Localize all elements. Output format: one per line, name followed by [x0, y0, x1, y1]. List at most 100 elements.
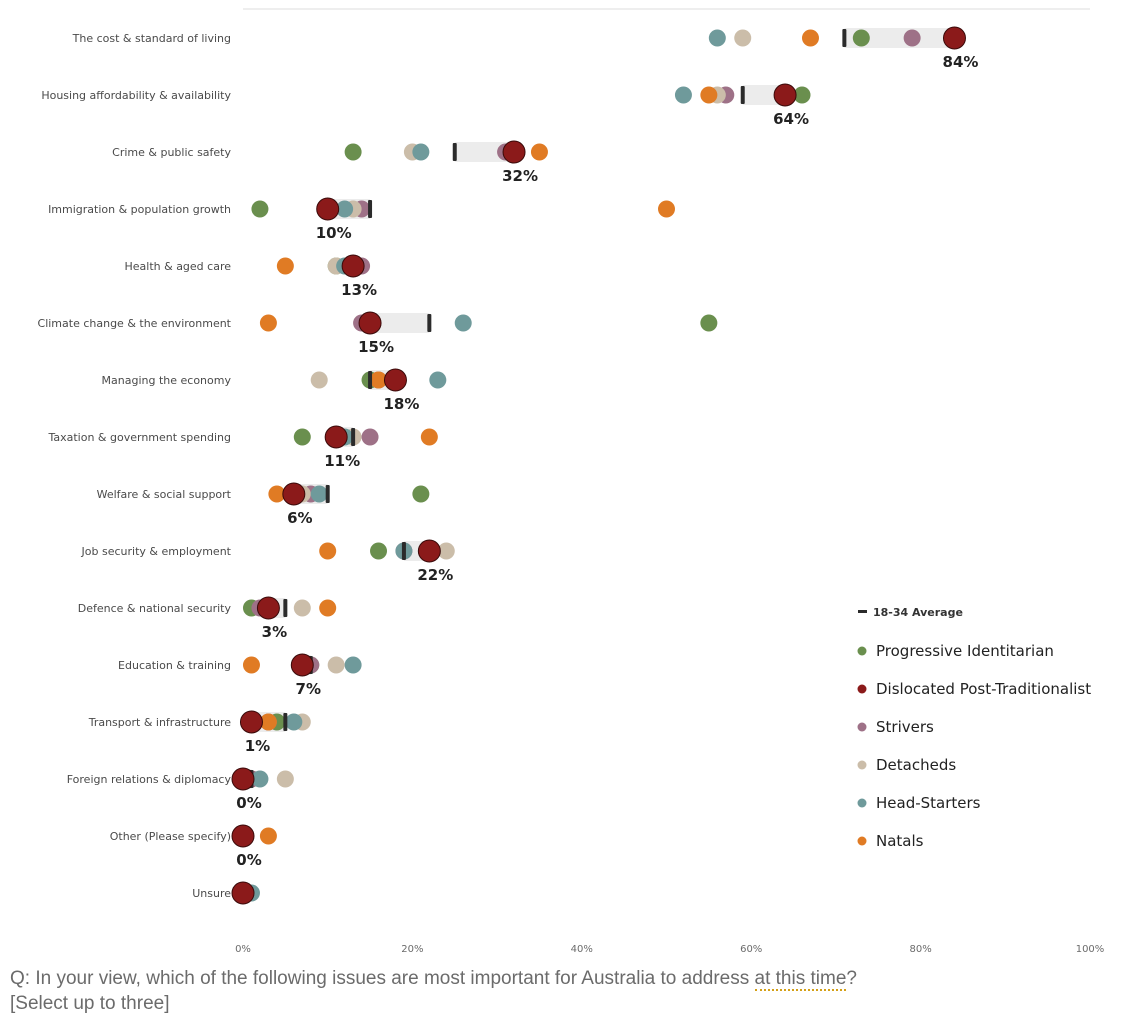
value-label: 32% — [502, 167, 538, 185]
value-label: 13% — [341, 281, 377, 299]
average-marker — [368, 200, 373, 218]
dot-detacheds — [327, 656, 345, 674]
average-marker — [283, 713, 288, 731]
value-label: 0% — [236, 794, 261, 812]
dot-natals — [370, 371, 388, 389]
chart-legend: 18-34 Average Progressive Identitarian Dis… — [857, 606, 1091, 850]
legend-dot-natals — [857, 836, 867, 846]
dot-progressive-identitarian — [700, 314, 718, 332]
legend-average-label: 18-34 Average — [873, 606, 963, 619]
dot-dislocated-post-traditionalist — [231, 767, 255, 791]
category-label: Immigration & population growth — [48, 203, 231, 216]
dot-natals — [319, 542, 337, 560]
category-label: Job security & employment — [81, 545, 232, 558]
dot-dislocated-post-traditionalist — [417, 539, 441, 563]
legend-dot-strivers — [857, 722, 867, 732]
dot-dislocated-post-traditionalist — [502, 140, 526, 164]
dot-dislocated-post-traditionalist — [231, 881, 255, 905]
dot-dislocated-post-traditionalist — [942, 26, 966, 50]
category-label: Welfare & social support — [97, 488, 232, 501]
category-label: Housing affordability & availability — [41, 89, 231, 102]
dot-dislocated-post-traditionalist — [773, 83, 797, 107]
value-label: 18% — [384, 395, 420, 413]
category-label: Education & training — [118, 659, 231, 672]
gap-band — [844, 28, 955, 48]
legend-label-strivers: Strivers — [876, 718, 934, 736]
legend-dot-progressive-identitarian — [857, 646, 867, 656]
legend-label-detacheds: Detacheds — [876, 756, 956, 774]
value-label: 7% — [296, 680, 321, 698]
row-immigration-and-population-growth: Immigration & population growth 10% — [48, 197, 675, 242]
dot-strivers — [361, 428, 379, 446]
legend-dot-detacheds — [857, 760, 867, 770]
question-end: ? — [846, 968, 857, 989]
gap-band — [742, 85, 786, 105]
survey-question: Q: In your view, which of the following … — [10, 966, 1120, 1016]
category-label: Crime & public safety — [112, 146, 231, 159]
dot-head-starters — [344, 656, 362, 674]
average-marker — [452, 143, 457, 161]
dot-head-starters — [429, 371, 447, 389]
row-housing-affordability-and-availability: Housing affordability & availability 64% — [41, 83, 811, 128]
dot-dislocated-post-traditionalist — [324, 425, 348, 449]
dot-natals — [259, 713, 277, 731]
dot-dislocated-post-traditionalist — [239, 710, 263, 734]
dot-natals — [268, 485, 286, 503]
legend-average-marker — [858, 610, 867, 613]
dot-natals — [242, 656, 260, 674]
x-tick-label: 80% — [909, 944, 931, 955]
dot-natals — [319, 599, 337, 617]
row-managing-the-economy: Managing the economy 18% — [102, 368, 447, 413]
dot-detacheds — [734, 29, 752, 47]
dot-head-starters — [310, 485, 328, 503]
question-highlight: at this time — [754, 968, 847, 991]
dot-plot-chart: The cost & standard of living 84% Housing … — [38, 8, 1104, 955]
legend-dot-head-starters — [857, 798, 867, 808]
legend-label-progressive-identitarian: Progressive Identitarian — [876, 642, 1054, 660]
dot-natals — [801, 29, 819, 47]
category-label: Defence & national security — [78, 602, 232, 615]
category-label: The cost & standard of living — [72, 32, 231, 45]
dot-dislocated-post-traditionalist — [282, 482, 306, 506]
row-climate-change-and-the-environment: Climate change & the environment 15% — [38, 311, 718, 356]
row-job-security-and-employment: Job security & employment 22% — [81, 539, 455, 584]
value-label: 22% — [417, 566, 453, 584]
value-label: 64% — [773, 110, 809, 128]
dot-dislocated-post-traditionalist — [316, 197, 340, 221]
category-label: Climate change & the environment — [38, 317, 232, 330]
x-tick-label: 100% — [1076, 944, 1105, 955]
dot-natals — [259, 827, 277, 845]
category-label: Transport & infrastructure — [88, 716, 232, 729]
legend-dot-dislocated-post-traditionalist — [857, 684, 867, 694]
dot-natals — [259, 314, 277, 332]
row-defence-and-national-security: Defence & national security 3% — [78, 596, 337, 641]
dot-detacheds — [293, 599, 311, 617]
dot-natals — [658, 200, 675, 218]
dot-dislocated-post-traditionalist — [341, 254, 365, 278]
category-label: Managing the economy — [102, 374, 232, 387]
category-label: Foreign relations & diplomacy — [67, 773, 232, 786]
legend-label-natals: Natals — [876, 832, 924, 850]
value-label: 3% — [262, 623, 287, 641]
row-other-please-specify: Other (Please specify) 0% — [110, 824, 277, 869]
dot-natals — [276, 257, 294, 275]
dot-natals — [700, 86, 718, 104]
value-label: 11% — [324, 452, 360, 470]
dot-head-starters — [708, 29, 726, 47]
dot-natals — [530, 143, 548, 161]
row-unsure: Unsure — [192, 881, 260, 905]
chart-rows: The cost & standard of living 84% Housing … — [38, 26, 978, 905]
dot-dislocated-post-traditionalist — [383, 368, 407, 392]
row-health-and-aged-care: Health & aged care 13% — [125, 254, 377, 299]
gap-band — [370, 313, 430, 333]
value-label: 10% — [316, 224, 352, 242]
row-welfare-and-social-support: Welfare & social support 6% — [97, 482, 430, 527]
x-tick-label: 0% — [235, 944, 251, 955]
value-label: 0% — [236, 851, 261, 869]
x-axis-ticks: 0% 20% 40% 60% 80% 100% — [235, 944, 1104, 955]
dot-dislocated-post-traditionalist — [358, 311, 382, 335]
average-marker — [842, 29, 847, 47]
category-label: Taxation & government spending — [47, 431, 231, 444]
dot-strivers — [903, 29, 921, 47]
average-marker — [283, 599, 288, 617]
